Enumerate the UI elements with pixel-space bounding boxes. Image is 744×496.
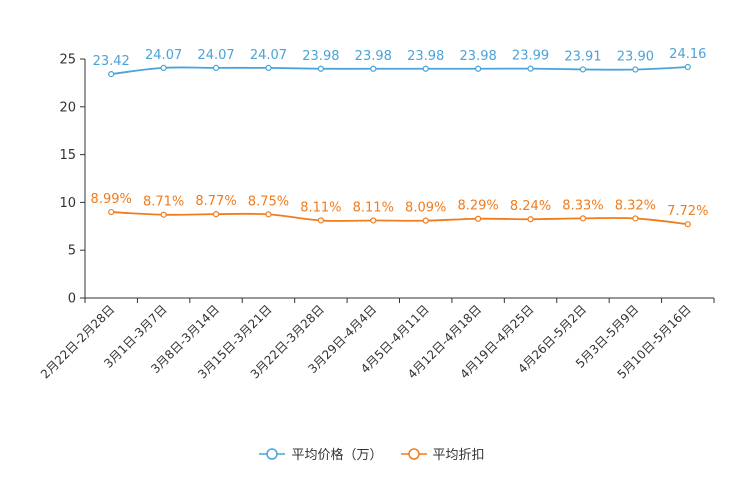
data-label-price: 24.07 <box>197 48 234 63</box>
y-tick-label: 25 <box>59 53 76 68</box>
data-point-price <box>371 66 376 71</box>
legend-label-price: 平均价格（万） <box>291 444 382 463</box>
y-tick-label: 20 <box>59 100 76 115</box>
data-point-price <box>266 65 271 70</box>
data-label-discount: 8.32% <box>615 198 656 213</box>
data-point-discount <box>423 218 428 223</box>
data-label-discount: 8.11% <box>353 200 394 215</box>
legend-label-discount: 平均折扣 <box>433 444 485 463</box>
data-label-discount: 8.75% <box>248 194 289 209</box>
data-label-discount: 8.09% <box>405 201 446 216</box>
series-price: 23.42 24.07 24.07 24.07 23.98 23.98 23.98 23.98… <box>93 47 707 77</box>
data-label-price: 23.99 <box>512 49 549 64</box>
data-point-price <box>109 72 114 77</box>
data-point-price <box>161 65 166 70</box>
data-point-price <box>476 66 481 71</box>
data-label-price: 23.98 <box>407 49 444 64</box>
data-point-discount <box>266 212 271 217</box>
legend-item-price[interactable]: 平均价格（万） <box>259 444 382 463</box>
data-point-price <box>633 67 638 72</box>
data-point-price <box>423 66 428 71</box>
data-label-price: 24.16 <box>669 47 706 62</box>
data-label-discount: 8.24% <box>510 199 551 214</box>
data-label-discount: 8.71% <box>143 195 184 210</box>
data-point-discount <box>580 216 585 221</box>
data-point-discount <box>685 222 690 227</box>
data-point-discount <box>109 210 114 215</box>
data-point-discount <box>528 217 533 222</box>
series-line-price <box>111 67 688 74</box>
data-label-discount: 8.99% <box>91 192 132 207</box>
data-label-discount: 8.77% <box>195 194 236 209</box>
data-label-price: 23.91 <box>564 49 601 64</box>
data-point-discount <box>214 212 219 217</box>
legend-marker-price-icon <box>259 448 285 460</box>
data-label-discount: 7.72% <box>667 204 708 219</box>
y-tick-label: 5 <box>68 244 76 259</box>
data-label-price: 23.90 <box>617 50 654 65</box>
y-tick-label: 0 <box>68 292 76 307</box>
data-point-discount <box>371 218 376 223</box>
x-tick-label: 2月22日-2月28日 <box>38 302 117 381</box>
data-label-price: 23.42 <box>93 54 130 69</box>
data-point-discount <box>318 218 323 223</box>
data-point-discount <box>633 216 638 221</box>
data-label-price: 23.98 <box>302 49 339 64</box>
data-point-discount <box>161 212 166 217</box>
legend-marker-discount-icon <box>401 448 427 460</box>
data-point-price <box>318 66 323 71</box>
data-label-price: 23.98 <box>460 49 497 64</box>
series-discount: 8.99% 8.71% 8.77% 8.75% 8.11% 8.11% 8.09% 8.29%… <box>91 192 709 227</box>
data-label-discount: 8.11% <box>300 200 341 215</box>
y-tick-label: 10 <box>59 196 76 211</box>
y-tick-label: 15 <box>59 148 76 163</box>
chart-series: 23.42 24.07 24.07 24.07 23.98 23.98 23.98 23.98… <box>91 47 709 227</box>
data-point-price <box>214 65 219 70</box>
data-point-price <box>685 65 690 70</box>
legend-item-discount[interactable]: 平均折扣 <box>401 444 485 463</box>
chart-axes: 05101520252月22日-2月28日3月1日-3月7日3月8日-3月14日… <box>38 53 714 382</box>
data-label-discount: 8.29% <box>457 199 498 214</box>
line-chart: 05101520252月22日-2月28日3月1日-3月7日3月8日-3月14日… <box>0 0 744 496</box>
data-label-price: 24.07 <box>250 48 287 63</box>
data-point-discount <box>476 216 481 221</box>
data-label-price: 23.98 <box>355 49 392 64</box>
data-label-discount: 8.33% <box>562 198 603 213</box>
data-label-price: 24.07 <box>145 48 182 63</box>
series-line-discount <box>111 212 688 224</box>
chart-legend: 平均价格（万） 平均折扣 <box>0 444 744 463</box>
data-point-price <box>528 66 533 71</box>
data-point-price <box>580 67 585 72</box>
